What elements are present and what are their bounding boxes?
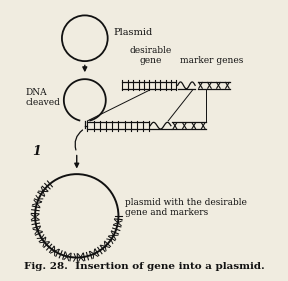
Text: plasmid with the desirable
gene and markers: plasmid with the desirable gene and mark…: [125, 198, 247, 217]
Text: marker genes: marker genes: [180, 56, 243, 65]
Text: desirable
gene: desirable gene: [130, 46, 172, 65]
Text: 1: 1: [32, 145, 41, 158]
Text: DNA
cleaved: DNA cleaved: [26, 88, 60, 107]
Text: Plasmid: Plasmid: [113, 28, 152, 37]
Text: Fig. 28.  Insertion of gene into a plasmid.: Fig. 28. Insertion of gene into a plasmi…: [24, 262, 264, 271]
